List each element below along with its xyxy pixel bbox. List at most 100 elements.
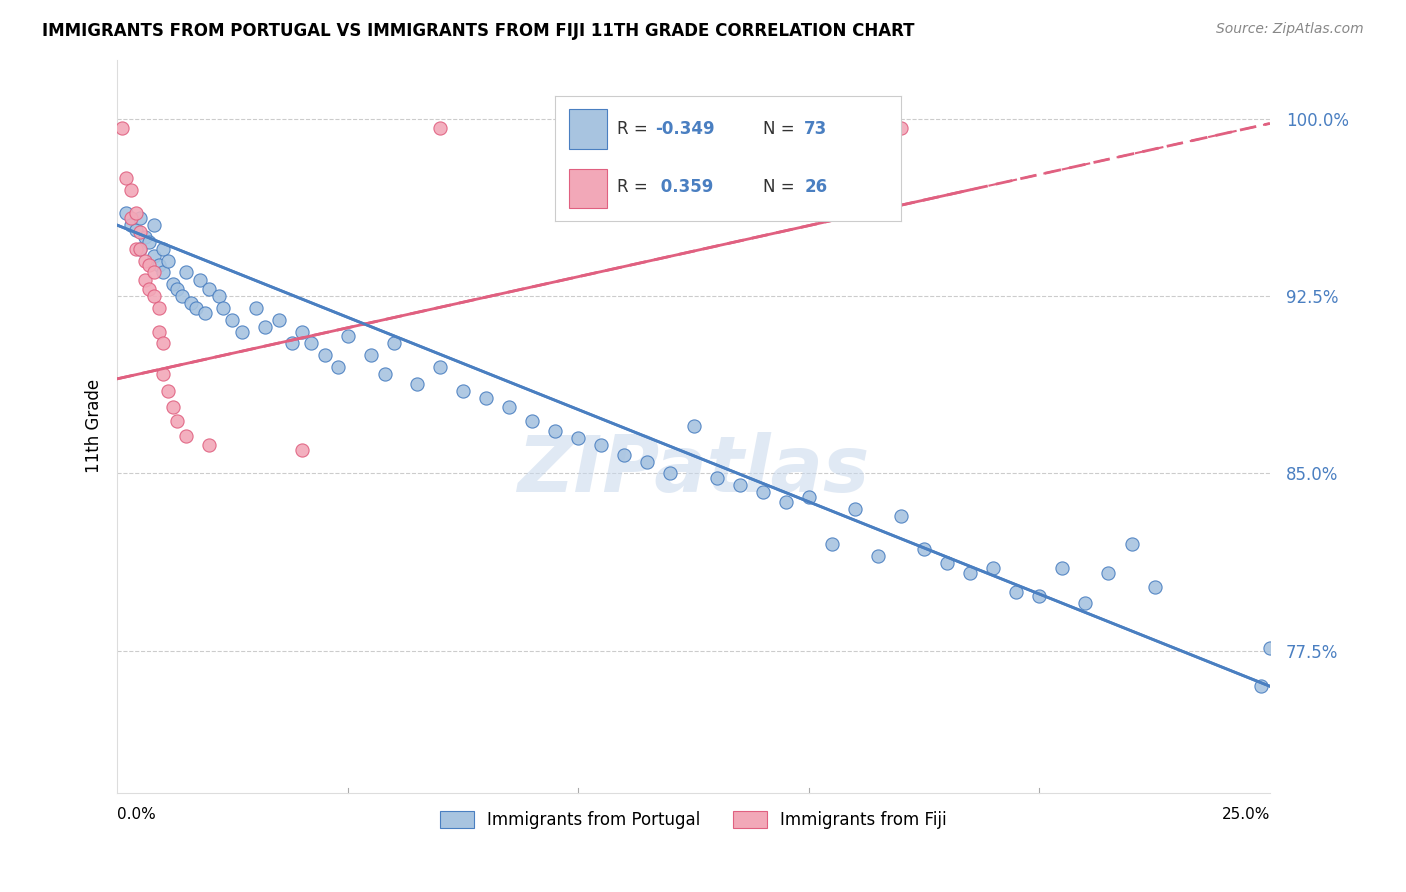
Point — [129, 242, 152, 256]
Point — [115, 206, 138, 220]
Point — [520, 414, 543, 428]
Point — [328, 359, 350, 374]
Text: 0.0%: 0.0% — [117, 807, 156, 822]
Text: Source: ZipAtlas.com: Source: ZipAtlas.com — [1216, 22, 1364, 37]
Point — [143, 289, 166, 303]
Point — [152, 367, 174, 381]
Point — [1250, 679, 1272, 693]
Point — [866, 549, 889, 564]
Point — [221, 312, 243, 326]
Point — [659, 467, 682, 481]
Point — [1143, 580, 1166, 594]
Point — [429, 359, 451, 374]
Point — [152, 336, 174, 351]
Point — [138, 258, 160, 272]
Point — [636, 454, 658, 468]
Point — [429, 121, 451, 136]
Point — [152, 242, 174, 256]
Point — [544, 424, 567, 438]
Point — [129, 242, 152, 256]
Point — [406, 376, 429, 391]
Point — [567, 431, 589, 445]
Point — [166, 414, 188, 428]
Point — [451, 384, 474, 398]
Text: ZIPatlas: ZIPatlas — [517, 432, 870, 508]
Point — [134, 272, 156, 286]
Point — [981, 561, 1004, 575]
Point — [129, 211, 152, 225]
Point — [188, 272, 211, 286]
Text: IMMIGRANTS FROM PORTUGAL VS IMMIGRANTS FROM FIJI 11TH GRADE CORRELATION CHART: IMMIGRANTS FROM PORTUGAL VS IMMIGRANTS F… — [42, 22, 915, 40]
Point — [382, 336, 405, 351]
Point — [1028, 590, 1050, 604]
Point — [120, 183, 142, 197]
Point — [890, 508, 912, 523]
Point — [291, 325, 314, 339]
Point — [912, 542, 935, 557]
Point — [207, 289, 229, 303]
Point — [1005, 584, 1028, 599]
Point — [498, 401, 520, 415]
Point — [115, 170, 138, 185]
Point — [148, 325, 170, 339]
Point — [591, 438, 613, 452]
Point — [613, 448, 636, 462]
Point — [936, 556, 959, 570]
Point — [314, 348, 336, 362]
Y-axis label: 11th Grade: 11th Grade — [86, 379, 103, 473]
Point — [148, 258, 170, 272]
Point — [162, 277, 184, 292]
Point — [1121, 537, 1143, 551]
Point — [245, 301, 267, 315]
Point — [194, 305, 217, 319]
Point — [1052, 561, 1074, 575]
Point — [475, 391, 498, 405]
Point — [134, 230, 156, 244]
Point — [148, 301, 170, 315]
Point — [129, 225, 152, 239]
Point — [198, 438, 221, 452]
Point — [253, 319, 276, 334]
Point — [111, 121, 134, 136]
Point — [797, 490, 820, 504]
Point — [360, 348, 382, 362]
Point — [156, 384, 179, 398]
Point — [281, 336, 304, 351]
Point — [1258, 641, 1281, 656]
Point — [143, 265, 166, 279]
Point — [180, 296, 202, 310]
Point — [143, 249, 166, 263]
Point — [156, 253, 179, 268]
Point — [267, 312, 290, 326]
Point — [138, 282, 160, 296]
Point — [124, 242, 146, 256]
Point — [162, 401, 184, 415]
Point — [890, 121, 912, 136]
Point — [138, 235, 160, 249]
Point — [166, 282, 188, 296]
Point — [212, 301, 235, 315]
Point — [1074, 597, 1097, 611]
Point — [682, 419, 704, 434]
Point — [124, 206, 146, 220]
Point — [775, 495, 797, 509]
Legend: Immigrants from Portugal, Immigrants from Fiji: Immigrants from Portugal, Immigrants fro… — [433, 804, 953, 836]
Point — [299, 336, 322, 351]
Point — [1097, 566, 1119, 580]
Point — [231, 325, 253, 339]
Point — [152, 265, 174, 279]
Point — [728, 478, 751, 492]
Point — [374, 367, 396, 381]
Point — [120, 211, 142, 225]
Point — [170, 289, 193, 303]
Point — [176, 265, 198, 279]
Point — [751, 485, 773, 500]
Point — [198, 282, 221, 296]
Point — [291, 442, 314, 457]
Point — [120, 218, 142, 232]
Point — [706, 471, 728, 485]
Text: 25.0%: 25.0% — [1222, 807, 1270, 822]
Point — [844, 502, 866, 516]
Point — [821, 537, 844, 551]
Point — [184, 301, 207, 315]
